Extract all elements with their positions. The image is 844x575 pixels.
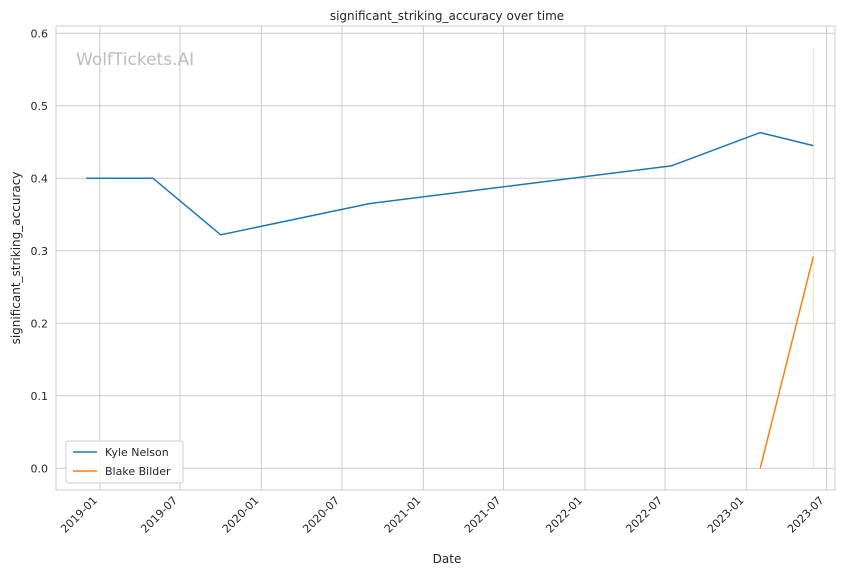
x-axis-label: Date [433,552,462,566]
chart-title: significant_striking_accuracy over time [330,9,564,23]
y-tick-label: 0.1 [31,390,49,403]
x-tick-label: 2023-01 [705,494,747,536]
y-axis-label: significant_striking_accuracy [9,172,23,345]
y-tick-label: 0.3 [31,245,49,258]
y-tick-label: 0.0 [31,462,49,475]
x-tick-labels: 2019-01 2019-07 2020-01 2020-07 2021-01 2021-… [58,494,826,536]
y-tick-label: 0.4 [31,172,49,185]
y-tick-labels: 0.0 0.1 0.2 0.3 0.4 0.5 0.6 [31,27,49,475]
y-tick-label: 0.5 [31,100,49,113]
x-tick-label: 2020-07 [300,494,342,536]
plot-frame [55,25,836,491]
watermark-text: WolfTickets.AI [76,50,194,70]
x-tick-label: 2019-07 [138,494,180,536]
x-tick-label: 2020-01 [220,494,262,536]
x-tick-label: 2019-01 [58,494,100,536]
series-line-kyle-nelson [86,131,814,236]
grid [56,26,835,490]
series-layer [86,131,815,469]
legend-label-blake-bilder: Blake Bilder [105,465,171,478]
legend-label-kyle-nelson: Kyle Nelson [105,446,169,459]
x-tick-label: 2022-01 [543,494,585,536]
series-line-blake-bilder [759,256,815,469]
x-tick-label: 2021-07 [462,494,504,536]
legend: Kyle Nelson Blake Bilder [65,440,184,484]
y-tick-label: 0.6 [31,27,49,40]
x-tick-label: 2022-07 [623,494,665,536]
x-tick-label: 2021-01 [382,494,424,536]
y-tick-label: 0.2 [31,317,49,330]
x-tick-label: 2023-07 [785,494,827,536]
